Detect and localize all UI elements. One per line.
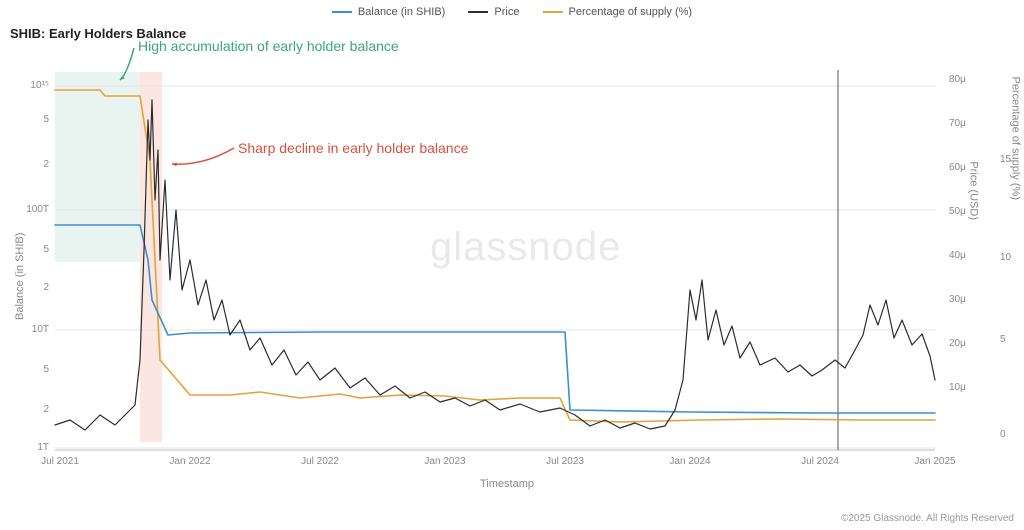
- x-axis-label: Timestamp: [480, 478, 534, 490]
- axis-tick: 1T: [37, 442, 49, 453]
- axis-tick: 10μ: [949, 382, 966, 393]
- axis-tick: Jan 2023: [424, 456, 465, 467]
- axis-tick: Jan 2022: [169, 456, 210, 467]
- axis-tick: 30μ: [949, 294, 966, 305]
- series-price: [55, 100, 935, 430]
- annotation-decline: Sharp decline in early holder balance: [238, 140, 468, 156]
- axis-tick: 5: [43, 244, 49, 255]
- axis-tick: 15: [1000, 154, 1011, 165]
- axis-tick: 2: [43, 282, 49, 293]
- axis-tick: Jul 2021: [41, 456, 79, 467]
- axis-tick: 10¹⁵: [30, 80, 49, 91]
- axis-tick: Jul 2024: [801, 456, 839, 467]
- y-far-right-axis-label: Percentage of supply (%): [1010, 76, 1022, 200]
- chart-plot-area: [0, 0, 1024, 530]
- axis-tick: 5: [43, 364, 49, 375]
- copyright-footer: ©2025 Glassnode. All Rights Reserved: [841, 513, 1014, 524]
- axis-tick: Jan 2024: [669, 456, 710, 467]
- axis-tick: Jan 2025: [914, 456, 955, 467]
- axis-tick: Jul 2022: [301, 456, 339, 467]
- axis-tick: 10T: [32, 324, 49, 335]
- axis-tick: Jul 2023: [546, 456, 584, 467]
- axis-tick: 5: [43, 114, 49, 125]
- axis-tick: 20μ: [949, 338, 966, 349]
- axis-tick: 80μ: [949, 74, 966, 85]
- axis-tick: 0: [1000, 429, 1006, 440]
- series-balance: [55, 225, 935, 413]
- axis-tick: 70μ: [949, 118, 966, 129]
- axis-tick: 2: [43, 404, 49, 415]
- y-mid-right-axis-label: Price (USD): [968, 161, 980, 220]
- axis-tick: 10: [1000, 252, 1011, 263]
- y-left-axis-label: Balance (in SHIB): [14, 233, 26, 320]
- annotation-accumulation: High accumulation of early holder balanc…: [138, 38, 399, 54]
- axis-tick: 5: [1000, 334, 1006, 345]
- axis-tick: 40μ: [949, 250, 966, 261]
- series-supply_pct: [55, 90, 935, 422]
- axis-tick: 50μ: [949, 206, 966, 217]
- axis-tick: 60μ: [949, 162, 966, 173]
- axis-tick: 100T: [26, 204, 49, 215]
- axis-tick: 2: [43, 159, 49, 170]
